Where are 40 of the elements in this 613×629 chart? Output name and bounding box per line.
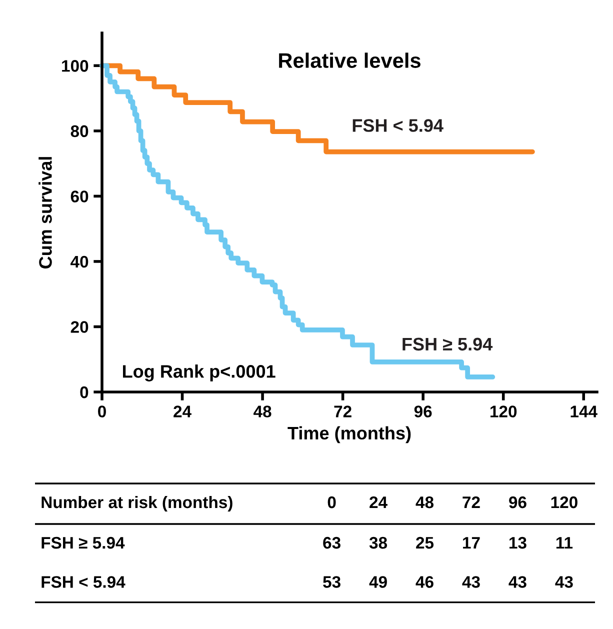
text: 53 bbox=[323, 576, 340, 588]
x-tick-label: 120 bbox=[490, 406, 517, 418]
x-axis-title: Time (months) bbox=[288, 426, 411, 444]
text: Relative levels bbox=[279, 52, 420, 68]
text: 43 bbox=[462, 576, 480, 588]
y-axis-title: Cum survival bbox=[38, 157, 52, 268]
text: 13 bbox=[510, 536, 526, 549]
text: 43 bbox=[508, 576, 526, 588]
text: 46 bbox=[416, 576, 434, 588]
series-label: FSH ≥ 5.94 bbox=[402, 338, 493, 351]
text: 48 bbox=[416, 496, 434, 508]
x-tick-label: 48 bbox=[254, 406, 272, 418]
text: 43 bbox=[555, 576, 573, 588]
text: FSH < 5.94 bbox=[42, 576, 126, 588]
text: 96 bbox=[509, 496, 526, 508]
x-tick-label: 96 bbox=[414, 406, 432, 418]
text: 11 bbox=[556, 537, 573, 549]
text: FSH ≥ 5.94 bbox=[42, 536, 125, 549]
x-tick-label: 24 bbox=[174, 406, 192, 418]
y-tick-label: 40 bbox=[70, 256, 88, 268]
series-label: FSH < 5.94 bbox=[352, 119, 444, 132]
text: 17 bbox=[463, 537, 480, 549]
x-tick-label: 144 bbox=[570, 406, 598, 418]
y-tick-label: 0 bbox=[80, 386, 88, 398]
y-tick-label: 60 bbox=[70, 190, 88, 202]
text: 25 bbox=[416, 536, 434, 549]
y-tick-label: 80 bbox=[70, 125, 88, 138]
y-tick-label: 100 bbox=[62, 60, 88, 72]
text: 38 bbox=[369, 536, 388, 549]
text: Number at risk (months) bbox=[42, 496, 232, 512]
text: 63 bbox=[323, 536, 340, 549]
text: 72 bbox=[462, 496, 480, 508]
x-tick-label: 0 bbox=[98, 406, 106, 418]
annotation: Log Rank p<.0001 bbox=[123, 364, 276, 382]
text: 120 bbox=[551, 496, 578, 508]
text: 0 bbox=[328, 496, 336, 508]
text: 24 bbox=[370, 496, 388, 508]
text: 49 bbox=[369, 576, 387, 588]
y-tick-label: 20 bbox=[70, 321, 88, 333]
x-tick-label: 72 bbox=[334, 406, 352, 418]
